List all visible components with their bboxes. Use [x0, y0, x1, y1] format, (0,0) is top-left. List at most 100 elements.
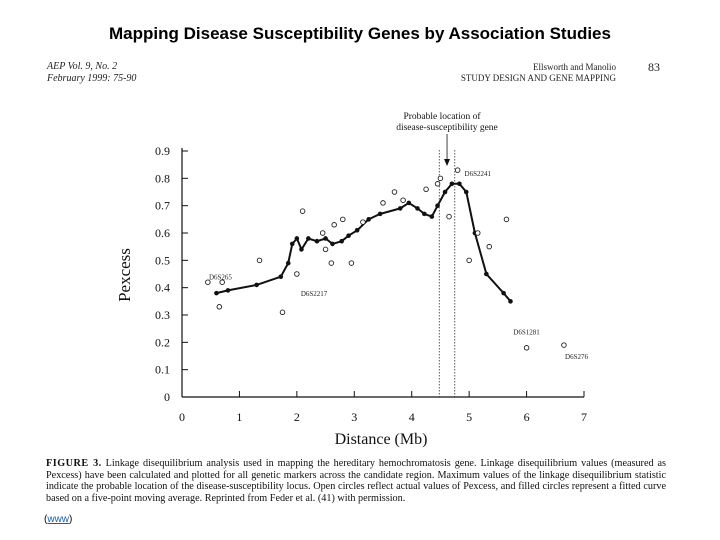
marker-label: D6S2241 [465, 170, 492, 178]
filled-circle-point [484, 271, 489, 277]
open-circle-point [219, 279, 225, 285]
open-circle-point [434, 181, 441, 187]
annotation-line-1: Probable location of [403, 111, 481, 122]
marker-label: D6S265 [209, 274, 232, 282]
slide-title: Mapping Disease Susceptibility Genes by … [109, 24, 611, 43]
filled-circle-point [463, 189, 469, 195]
open-circle-point [360, 219, 366, 225]
figure-caption: FIGURE 3. Linkage disequilibrium analysi… [46, 458, 666, 504]
y-axis-label: Pexcess [115, 248, 134, 302]
x-tick-label: 0 [179, 410, 185, 424]
y-tick-label: 0.5 [155, 253, 170, 267]
x-tick-label: 4 [409, 410, 415, 424]
journal-date-pages: February 1999: 75-90 [47, 73, 137, 84]
filled-circle-point [406, 200, 412, 206]
x-tick-label: 3 [351, 410, 357, 424]
figure-caption-text: Linkage disequilibrium analysis used in … [46, 458, 666, 504]
fitted-curve-line [216, 182, 512, 302]
filled-circle-point [339, 238, 344, 244]
chart-marks: D6S265 D6S2241 D6S2217 D6S1281 D6S276 [205, 167, 588, 361]
open-circle-point [475, 230, 481, 236]
y-tick-label: 0.3 [155, 308, 170, 322]
filled-circle-point [435, 203, 440, 208]
y-tick-label: 0.2 [155, 335, 170, 349]
filled-circle-point [422, 211, 427, 217]
filled-circle-point [306, 236, 311, 241]
filled-circle-point [314, 238, 320, 244]
filled-circle-point [294, 236, 300, 241]
open-circle-point [322, 246, 329, 253]
y-tick-label: 0.9 [155, 144, 170, 158]
filled-circle-point [254, 282, 259, 288]
open-circle-point [328, 260, 335, 266]
marker-label: D6S2217 [301, 290, 328, 298]
open-circle-point [294, 271, 300, 277]
open-circle-point [503, 216, 510, 223]
open-circle-point [400, 197, 406, 203]
marker-label: D6S276 [565, 353, 588, 361]
marker-label: D6S1281 [513, 328, 540, 336]
filled-circle-point [299, 247, 304, 252]
open-circle-point [391, 189, 398, 195]
figure-label: FIGURE 3. [46, 458, 102, 469]
footer-paren-open: ( [44, 514, 48, 525]
filled-circle-point [397, 206, 403, 211]
y-tick-label: 0.4 [155, 281, 170, 295]
filled-circle-point [501, 290, 506, 296]
x-tick-label: 6 [524, 410, 530, 424]
page-number: 83 [648, 60, 660, 74]
gene-location-annotation: Probable location of disease-susceptibil… [396, 111, 498, 397]
x-tick-label: 2 [294, 410, 300, 424]
open-circle-point [437, 175, 444, 182]
running-header: Ellsworth and Manolio STUDY DESIGN AND G… [430, 62, 616, 84]
filled-circle-point [285, 260, 291, 266]
annotation-arrow-head [444, 159, 451, 166]
open-circle-point [319, 230, 326, 236]
filled-circle-point [354, 227, 360, 233]
y-tick-label: 0.6 [155, 226, 170, 240]
open-circle-point [205, 279, 211, 285]
filled-circle-point [508, 299, 513, 304]
footer-link-wrapper: (www) [44, 514, 72, 525]
journal-volume: AEP Vol. 9, No. 2 [47, 61, 118, 72]
open-circle-point [340, 216, 346, 223]
filled-circle-point [346, 233, 351, 239]
open-circle-point [348, 260, 355, 266]
journal-citation: AEP Vol. 9, No. 2 February 1999: 75-90 [47, 61, 136, 85]
filled-circle-point [449, 181, 455, 187]
open-circle-point [561, 342, 567, 348]
open-circle-point [486, 243, 492, 250]
filled-circle-point [323, 236, 328, 241]
open-circle-point [446, 213, 452, 220]
footer-paren-close: ) [69, 514, 73, 525]
open-circle-point [466, 257, 472, 264]
filled-circle-point [366, 217, 371, 222]
y-tick-label: 0 [164, 390, 170, 404]
y-tick-label: 0.7 [155, 199, 170, 213]
filled-circle-point [442, 189, 448, 195]
annotation-line-2: disease-susceptibility gene [396, 123, 498, 133]
open-circle-point [523, 345, 530, 351]
filled-circle-point [289, 241, 295, 247]
filled-circle-point [330, 241, 335, 247]
filled-circle-point [278, 274, 284, 280]
x-tick-label: 5 [466, 410, 472, 424]
open-circle-point [216, 304, 223, 310]
filled-circle-point [415, 206, 420, 211]
running-title: STUDY DESIGN AND GENE MAPPING [460, 73, 616, 83]
x-axis-label: Distance (Mb) [335, 431, 428, 448]
chart-axes: 0 1 2 3 4 5 6 7 0 0.1 0.2 0.3 0.4 0.5 0.6 0.7 0.8 0.9 [155, 144, 587, 424]
open-circle-point [454, 167, 461, 173]
filled-circle-point [214, 290, 219, 296]
filled-circle-point [377, 211, 383, 217]
open-circle-point [279, 309, 286, 316]
filled-circle-point [225, 288, 231, 293]
y-tick-label: 0.8 [155, 171, 170, 185]
open-circle-point [380, 200, 386, 206]
x-tick-label: 1 [236, 410, 242, 424]
www-link[interactable]: www [47, 514, 70, 525]
filled-circle-point [429, 214, 435, 219]
x-tick-label: 7 [581, 410, 587, 424]
filled-circle-point [457, 181, 462, 187]
